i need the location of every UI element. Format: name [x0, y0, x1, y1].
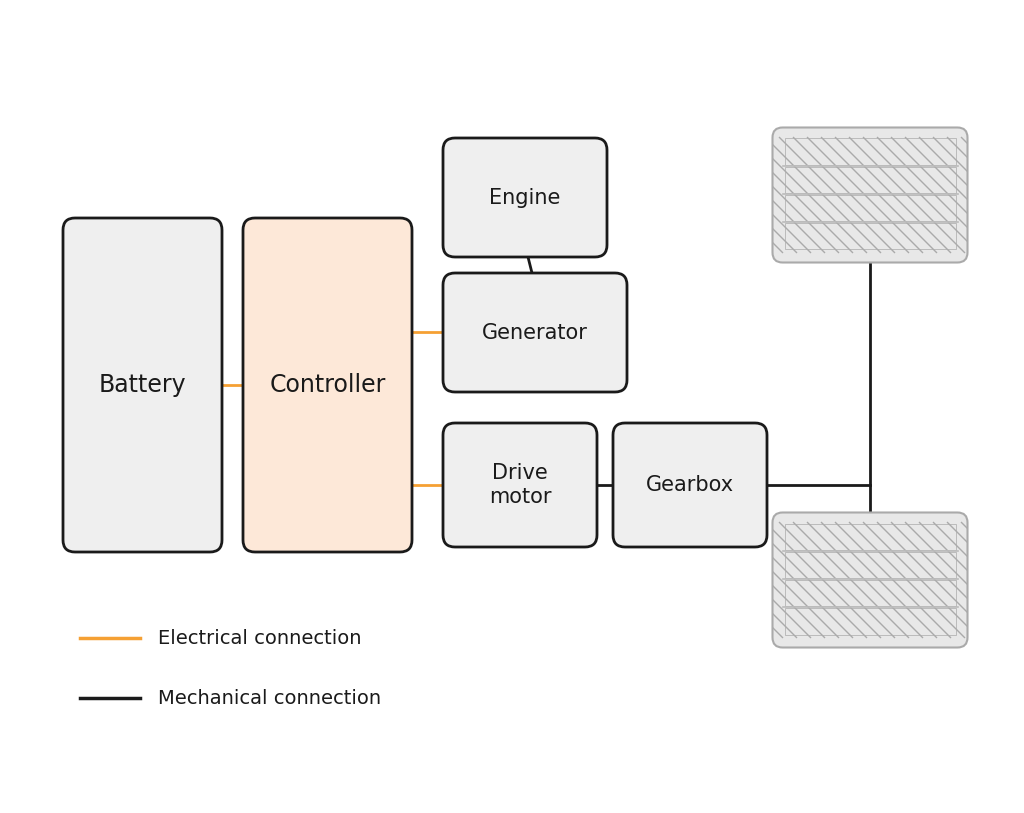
Text: Battery: Battery	[98, 373, 186, 397]
Text: Electrical connection: Electrical connection	[158, 628, 361, 647]
FancyBboxPatch shape	[772, 512, 968, 647]
FancyBboxPatch shape	[443, 138, 607, 257]
FancyBboxPatch shape	[613, 423, 767, 547]
FancyBboxPatch shape	[443, 423, 597, 547]
Text: Drive
motor: Drive motor	[488, 463, 551, 506]
FancyBboxPatch shape	[63, 218, 222, 552]
Text: Mechanical connection: Mechanical connection	[158, 689, 381, 707]
Text: Controller: Controller	[269, 373, 386, 397]
FancyBboxPatch shape	[772, 128, 968, 263]
FancyBboxPatch shape	[243, 218, 412, 552]
Text: Engine: Engine	[489, 188, 561, 207]
FancyBboxPatch shape	[443, 273, 627, 392]
Text: Gearbox: Gearbox	[646, 475, 734, 495]
Text: Generator: Generator	[482, 323, 588, 342]
